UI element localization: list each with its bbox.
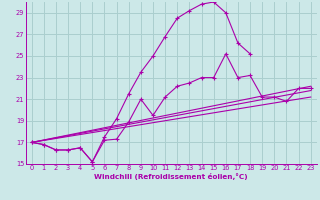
X-axis label: Windchill (Refroidissement éolien,°C): Windchill (Refroidissement éolien,°C) (94, 173, 248, 180)
